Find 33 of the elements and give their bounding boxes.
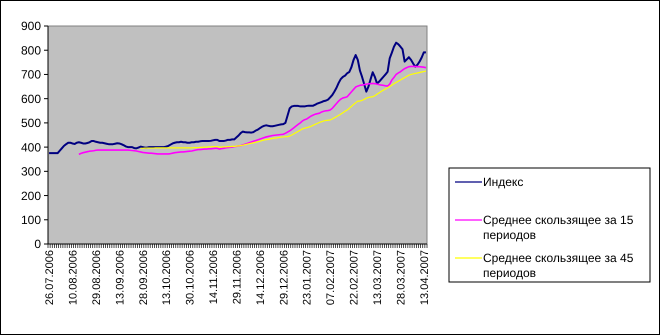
legend-label: Среднее скользящее за 45 периодов [483, 251, 634, 280]
x-tick-label: 29.08.2006 [90, 250, 103, 306]
x-tick-label: 28.03.2007 [395, 250, 408, 306]
x-tick-label: 26.07.2006 [44, 250, 56, 306]
line-series [140, 70, 427, 149]
x-tick-label: 14.11.2006 [208, 250, 220, 304]
y-tick-label: 900 [20, 19, 42, 34]
x-tick-label: 22.02.2007 [348, 250, 361, 306]
x-tick-label: 13.10.2006 [161, 250, 174, 306]
x-tick-label: 29.11.2006 [231, 250, 244, 304]
y-tick-label: 700 [20, 68, 42, 82]
x-tick-label: 13.09.2006 [114, 250, 126, 306]
x-tick-label: 07.02.2007 [325, 250, 338, 306]
y-tick-label: 500 [20, 116, 42, 130]
line-series [48, 42, 427, 154]
x-tick-label: 14.12.2006 [254, 250, 267, 306]
x-tick-label: 30.10.2006 [184, 250, 197, 306]
y-tick-label: 400 [20, 140, 42, 154]
y-tick-label: 800 [20, 43, 42, 58]
legend-label: Среднее скользящее за 15 периодов [483, 213, 634, 242]
x-tick-label: 28.09.2006 [138, 250, 150, 306]
x-tick-label: 29.12.2006 [278, 250, 290, 306]
x-tick-label: 23.01.2007 [302, 250, 314, 306]
x-tick-label: 13.03.2007 [372, 250, 384, 306]
y-tick-label: 0 [34, 237, 42, 252]
y-tick-label: 100 [20, 212, 42, 227]
line-series [78, 66, 427, 156]
y-tick-label: 300 [20, 164, 42, 179]
y-tick-label: 200 [20, 188, 42, 203]
x-tick-label: 10.08.2006 [67, 250, 80, 306]
y-tick-label: 600 [20, 92, 42, 106]
legend-label: Индекс [483, 175, 524, 190]
x-tick-label: 13.04.2007 [418, 250, 431, 306]
